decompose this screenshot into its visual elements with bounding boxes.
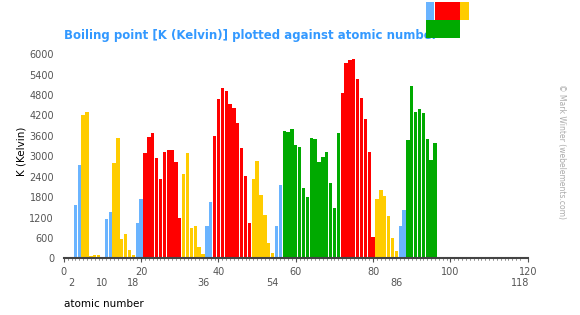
Bar — [186, 153, 189, 258]
Bar — [166, 150, 170, 258]
Bar — [352, 59, 356, 258]
Bar — [201, 254, 205, 258]
Bar — [337, 133, 340, 258]
Bar — [236, 123, 240, 258]
Bar — [398, 226, 402, 258]
Bar — [383, 196, 386, 258]
Bar — [197, 247, 201, 258]
Bar — [418, 109, 421, 258]
Bar — [85, 112, 89, 258]
Bar — [259, 195, 263, 258]
Bar — [364, 119, 367, 258]
Bar — [329, 183, 332, 258]
Bar — [379, 190, 383, 258]
Bar — [151, 133, 154, 258]
Bar — [426, 139, 429, 258]
Bar — [217, 99, 220, 258]
Bar — [294, 145, 298, 258]
Bar — [422, 113, 425, 258]
Bar — [244, 175, 247, 258]
Bar — [360, 99, 363, 258]
Bar — [147, 137, 151, 258]
Bar — [410, 86, 414, 258]
Bar — [120, 239, 124, 258]
Bar — [209, 202, 212, 258]
Bar — [124, 234, 128, 258]
Text: Boiling point [K (Kelvin)] plotted against atomic number: Boiling point [K (Kelvin)] plotted again… — [64, 29, 437, 42]
Bar — [171, 150, 174, 258]
Bar — [140, 198, 143, 258]
Bar — [132, 255, 135, 258]
Bar — [340, 93, 344, 258]
Bar — [155, 158, 158, 258]
Bar — [433, 143, 437, 258]
Bar — [159, 179, 162, 258]
Bar — [321, 157, 325, 258]
Bar — [248, 223, 251, 258]
Bar — [229, 104, 232, 258]
Bar — [403, 210, 406, 258]
Bar — [356, 79, 360, 258]
Text: © Mark Winter (webelements.com): © Mark Winter (webelements.com) — [556, 84, 566, 219]
Bar — [97, 255, 100, 258]
Bar — [325, 152, 328, 258]
Bar — [93, 255, 96, 258]
Bar — [89, 256, 93, 258]
Bar — [81, 116, 85, 258]
Bar — [190, 228, 193, 258]
Bar — [372, 237, 375, 258]
Bar — [310, 138, 313, 258]
Bar — [267, 243, 270, 258]
Bar — [279, 185, 282, 258]
Bar — [101, 257, 104, 258]
Bar — [302, 188, 305, 258]
Bar — [205, 226, 209, 258]
Bar — [174, 162, 177, 258]
Bar — [213, 135, 216, 258]
Bar — [194, 226, 197, 258]
Bar — [128, 250, 131, 258]
Bar — [255, 161, 259, 258]
Bar — [271, 253, 274, 258]
Bar — [136, 223, 139, 258]
Bar — [368, 152, 371, 258]
Bar — [116, 138, 119, 258]
Bar — [263, 215, 267, 258]
Bar — [414, 112, 418, 258]
Bar — [287, 132, 290, 258]
Bar — [306, 197, 309, 258]
Bar — [182, 174, 186, 258]
Bar — [291, 129, 293, 258]
Bar — [143, 152, 147, 258]
Bar — [282, 131, 286, 258]
Bar — [232, 108, 235, 258]
Bar — [74, 205, 77, 258]
Text: atomic number: atomic number — [64, 299, 144, 309]
Bar — [387, 216, 390, 258]
Bar — [240, 148, 244, 258]
Bar — [317, 162, 321, 258]
Bar — [298, 147, 302, 258]
Bar — [407, 140, 409, 258]
Bar — [314, 139, 317, 258]
Bar — [113, 163, 115, 258]
Bar — [345, 63, 348, 258]
Bar — [104, 219, 108, 258]
Bar — [178, 218, 182, 258]
Bar — [224, 91, 228, 258]
Bar — [349, 60, 351, 258]
Bar — [275, 226, 278, 258]
Bar — [375, 199, 379, 258]
Bar — [333, 208, 336, 258]
Bar — [162, 152, 166, 258]
Bar — [221, 88, 224, 258]
Bar — [78, 165, 81, 258]
Y-axis label: K (Kelvin): K (Kelvin) — [17, 127, 27, 176]
Bar — [252, 179, 255, 258]
Bar — [391, 238, 394, 258]
Bar — [395, 251, 398, 258]
Bar — [108, 212, 112, 258]
Bar — [430, 160, 433, 258]
